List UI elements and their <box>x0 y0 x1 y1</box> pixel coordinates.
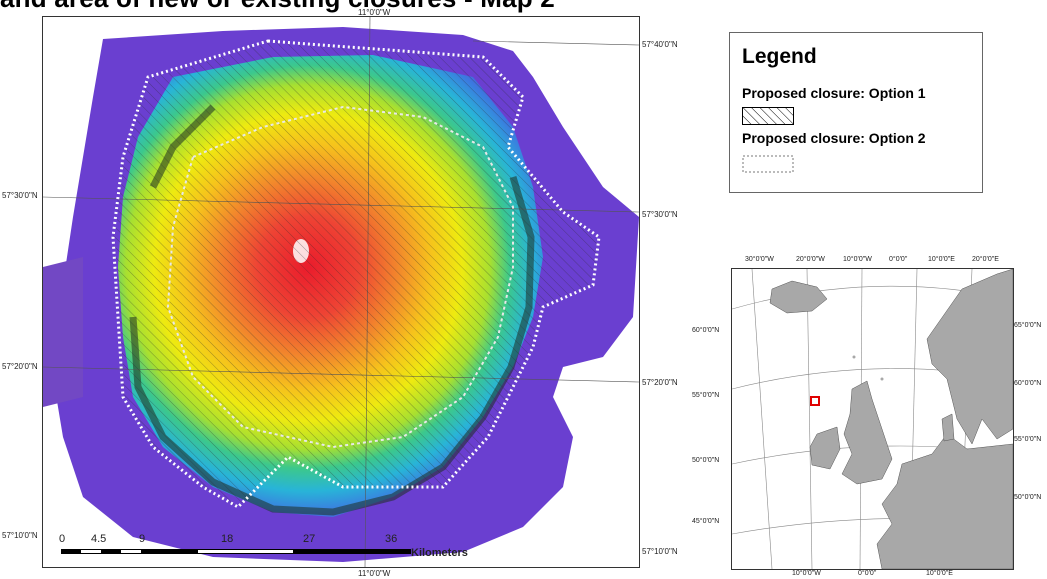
legend-title: Legend <box>742 45 817 68</box>
coord-bottom-lon: 11°0'0"W <box>358 569 391 578</box>
study-area-marker <box>810 396 820 406</box>
coord-right-lat-1: 57°30'0"N <box>642 210 678 219</box>
great-britain <box>841 380 893 485</box>
main-map[interactable]: 0 4.5 9 18 27 36 Kilometers <box>42 16 640 568</box>
inset-bottom-lon-2: 10°0'0"E <box>926 570 953 577</box>
scale-bar <box>61 549 411 554</box>
inset-right-lat-0: 65°0'0"N <box>1014 322 1042 329</box>
scandinavia <box>926 269 1013 445</box>
inset-bottom-lon-1: 0°0'0" <box>858 570 877 577</box>
coord-left-lat-1: 57°30'0"N <box>2 191 38 200</box>
inset-bottom-lon-0: 10°0'0"W <box>792 570 821 577</box>
inset-right-lat-1: 60°0'0"N <box>1014 380 1042 387</box>
coord-right-lat-0: 57°40'0"N <box>642 40 678 49</box>
inset-top-lon-0: 30°0'0"W <box>745 256 774 263</box>
legend: Legend Proposed closure: Option 1 Propos… <box>729 32 983 193</box>
legend-option-2-swatch <box>742 155 794 173</box>
coord-right-lat-3: 57°10'0"N <box>642 547 678 556</box>
scale-tick-4: 27 <box>303 533 316 545</box>
scale-tick-5: 36 <box>385 533 398 545</box>
closure-option-2 <box>166 105 514 449</box>
scale-tick-0: 0 <box>59 533 66 545</box>
inset-left-lat-0: 60°0'0"N <box>692 327 720 334</box>
inset-top-lon-5: 20°0'0"E <box>972 256 999 263</box>
coord-left-lat-3: 57°10'0"N <box>2 531 38 540</box>
legend-option-1-swatch <box>742 107 794 125</box>
continental-europe <box>876 433 1013 569</box>
inset-right-lat-2: 55°0'0"N <box>1014 436 1042 443</box>
iceland <box>769 280 828 314</box>
inset-right-lat-3: 50°0'0"N <box>1014 494 1042 501</box>
scale-tick-2: 9 <box>139 533 146 545</box>
closure-option-1 <box>111 39 601 509</box>
legend-option-1-label: Proposed closure: Option 1 <box>742 85 926 101</box>
inset-left-lat-1: 55°0'0"N <box>692 392 720 399</box>
coord-top-lon: 11°0'0"W <box>358 8 391 17</box>
page-title: and area of new or existing closures - M… <box>0 0 555 14</box>
scale-tick-3: 18 <box>221 533 234 545</box>
inset-top-lon-3: 0°0'0" <box>889 256 908 263</box>
legend-option-2-label: Proposed closure: Option 2 <box>742 130 926 146</box>
scale-unit: Kilometers <box>411 547 468 559</box>
inset-top-lon-4: 10°0'0"E <box>928 256 955 263</box>
inset-top-lon-1: 20°0'0"W <box>796 256 825 263</box>
inset-left-lat-3: 45°0'0"N <box>692 518 720 525</box>
ireland <box>809 426 841 470</box>
bathymetry-map <box>43 17 639 567</box>
coord-left-lat-2: 57°20'0"N <box>2 362 38 371</box>
inset-map-graphic <box>732 269 1013 569</box>
inset-location-map <box>731 268 1014 570</box>
coord-right-lat-2: 57°20'0"N <box>642 378 678 387</box>
inset-top-lon-2: 10°0'0"W <box>843 256 872 263</box>
scale-tick-1: 4.5 <box>91 533 107 545</box>
inset-left-lat-2: 50°0'0"N <box>692 457 720 464</box>
